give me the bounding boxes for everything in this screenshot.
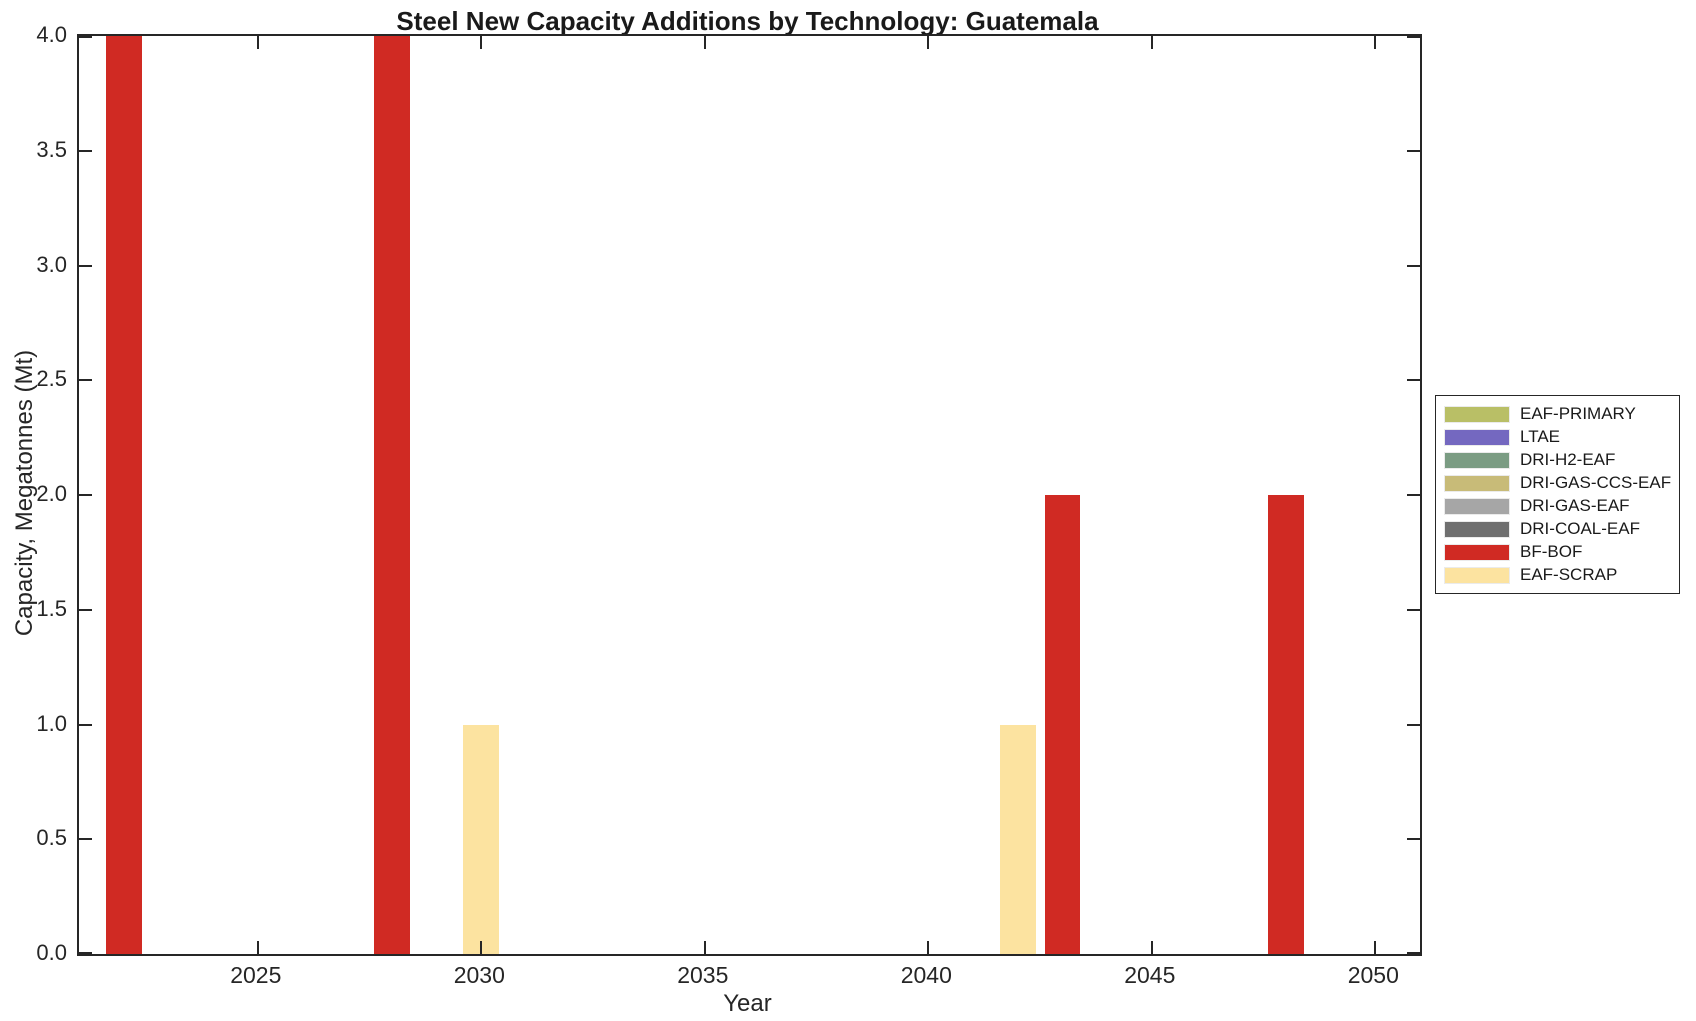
legend-label-LTAE: LTAE [1520, 427, 1560, 446]
y-tick-label-3.0: 3.0 [36, 251, 67, 277]
y-tick-mark-right [1407, 723, 1420, 726]
y-tick-mark-right [1407, 838, 1420, 841]
legend-label-DRI-GAS-EAF: DRI-GAS-EAF [1520, 496, 1630, 515]
legend-item-EAF-PRIMARY: EAF-PRIMARY [1436, 403, 1679, 426]
x-tick-mark-top [927, 36, 930, 49]
y-tick-label-0.0: 0.0 [36, 940, 67, 965]
legend-swatch-DRI-H2-EAF [1444, 451, 1510, 469]
x-tick-label-2050: 2050 [1347, 962, 1399, 988]
y-tick-mark-right [1407, 149, 1420, 152]
y-tick-mark-left [79, 379, 92, 382]
y-tick-mark-right [1407, 494, 1420, 496]
x-tick-label-2040: 2040 [900, 962, 952, 988]
y-tick-label-4.0: 4.0 [36, 22, 67, 47]
x-tick-label-2045: 2045 [1124, 962, 1176, 988]
x-tick-mark-bottom [480, 941, 483, 954]
legend-swatch-BF-BOF [1444, 543, 1510, 561]
x-tick-label-2035: 2035 [677, 962, 729, 988]
bar-BF-BOF-2043 [1044, 495, 1081, 954]
x-tick-label-2030: 2030 [453, 962, 505, 988]
legend-item-BF-BOF: BF-BOF [1436, 541, 1679, 564]
y-tick-mark-right [1407, 36, 1420, 38]
legend-swatch-EAF-PRIMARY [1444, 405, 1510, 423]
y-tick-label-0.5: 0.5 [36, 825, 67, 851]
y-tick-mark-right [1407, 264, 1420, 267]
plot-area [77, 34, 1422, 956]
y-tick-mark-left [79, 608, 92, 611]
bar-BF-BOF-2048 [1268, 495, 1304, 954]
bar-EAF-SCRAP-2042 [999, 724, 1036, 954]
legend-item-DRI-GAS-EAF: DRI-GAS-EAF [1436, 495, 1679, 518]
y-tick-mark-right [1407, 608, 1420, 611]
legend-swatch-DRI-GAS-EAF [1444, 497, 1510, 515]
y-tick-mark-left [79, 838, 92, 841]
legend-item-DRI-GAS-CCS-EAF: DRI-GAS-CCS-EAF [1436, 472, 1679, 495]
x-tick-mark-bottom [256, 941, 259, 954]
x-tick-mark-bottom [703, 941, 706, 954]
chart-title: Steel New Capacity Additions by Technolo… [396, 6, 1099, 36]
x-tick-mark-top [256, 36, 259, 49]
x-axis-label: Year [723, 990, 772, 1017]
y-tick-mark-left [79, 952, 92, 954]
y-tick-mark-right [1407, 952, 1420, 954]
legend-item-EAF-SCRAP: EAF-SCRAP [1436, 564, 1679, 587]
legend-label-BF-BOF: BF-BOF [1520, 542, 1583, 561]
legend-label-DRI-H2-EAF: DRI-H2-EAF [1520, 450, 1616, 469]
x-tick-mark-bottom [1374, 941, 1377, 954]
y-tick-label-1.5: 1.5 [36, 595, 67, 621]
y-tick-mark-left [79, 723, 92, 726]
y-tick-label-1.0: 1.0 [36, 710, 67, 736]
legend-swatch-DRI-GAS-CCS-EAF [1444, 474, 1510, 492]
legend-swatch-DRI-COAL-EAF [1444, 520, 1510, 538]
y-tick-mark-left [79, 264, 92, 267]
y-tick-mark-right [1407, 379, 1420, 382]
y-tick-mark-left [79, 36, 92, 38]
x-tick-mark-bottom [927, 941, 930, 954]
x-tick-label-2025: 2025 [230, 962, 282, 988]
x-tick-mark-top [1374, 36, 1377, 49]
legend-label-DRI-COAL-EAF: DRI-COAL-EAF [1520, 519, 1640, 538]
legend-item-DRI-COAL-EAF: DRI-COAL-EAF [1436, 518, 1679, 541]
legend-label-DRI-GAS-CCS-EAF: DRI-GAS-CCS-EAF [1520, 473, 1672, 492]
bar-BF-BOF-2022 [105, 36, 142, 954]
legend-swatch-LTAE [1444, 428, 1510, 446]
y-tick-label-3.5: 3.5 [36, 136, 67, 162]
legend-label-EAF-PRIMARY: EAF-PRIMARY [1520, 404, 1636, 423]
legend-swatch-EAF-SCRAP [1444, 566, 1510, 584]
legend: EAF-PRIMARY LTAE DRI-H2-EAF DRI-GAS-CCS-EAF… [1435, 395, 1680, 594]
x-tick-mark-top [1150, 36, 1153, 49]
legend-label-EAF-SCRAP: EAF-SCRAP [1520, 565, 1618, 584]
y-tick-mark-left [79, 494, 92, 496]
bar-BF-BOF-2028 [374, 36, 410, 954]
x-tick-mark-top [703, 36, 706, 49]
y-tick-label-2.0: 2.0 [36, 481, 67, 506]
x-tick-mark-bottom [1150, 941, 1153, 954]
legend-item-DRI-H2-EAF: DRI-H2-EAF [1436, 449, 1679, 472]
bar-EAF-SCRAP-2030 [463, 724, 500, 954]
y-tick-mark-left [79, 149, 92, 152]
y-tick-label-2.5: 2.5 [36, 366, 67, 392]
legend-item-LTAE: LTAE [1436, 426, 1679, 449]
x-tick-mark-top [480, 36, 483, 49]
